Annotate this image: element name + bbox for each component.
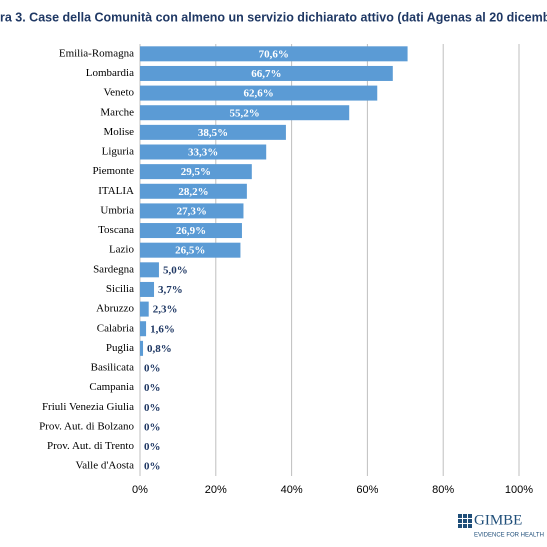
y-tick-label: Molise <box>103 126 134 138</box>
value-label: 0% <box>144 382 161 394</box>
value-label: 33,3% <box>188 147 218 159</box>
bar <box>140 65 393 81</box>
bar <box>140 124 286 140</box>
y-tick-label: Sicilia <box>106 283 134 295</box>
value-label: 62,6% <box>244 88 274 100</box>
bar <box>140 301 149 317</box>
logo-name: GIMBE <box>474 512 522 528</box>
value-label: 28,2% <box>178 186 208 198</box>
y-tick-label: Puglia <box>106 342 134 354</box>
value-label: 2,3% <box>153 304 178 316</box>
value-label: 0% <box>144 421 161 433</box>
x-tick-label: 20% <box>205 484 227 496</box>
y-tick-label: ITALIA <box>98 185 134 197</box>
chart-title: ra 3. Case della Comunità con almeno un … <box>0 10 547 24</box>
value-label: 29,5% <box>181 166 211 178</box>
y-tick-label: Toscana <box>98 224 134 236</box>
y-tick-label: Calabria <box>97 322 134 334</box>
bar <box>140 105 350 121</box>
x-tick-label: 40% <box>281 484 303 496</box>
value-label: 5,0% <box>163 264 188 276</box>
value-label: 27,3% <box>177 205 207 217</box>
y-tick-label: Valle d'Aosta <box>76 460 135 472</box>
value-label: 0,8% <box>147 343 172 355</box>
bar <box>140 340 144 356</box>
y-tick-label: Veneto <box>103 87 134 99</box>
y-tick-label: Basilicata <box>91 362 134 374</box>
y-tick-label: Prov. Aut. di Bolzano <box>39 420 134 432</box>
value-label: 38,5% <box>198 127 228 139</box>
bar <box>140 262 159 278</box>
bar <box>140 164 252 180</box>
value-label: 26,9% <box>176 225 206 237</box>
bar <box>140 46 408 62</box>
x-tick-label: 100% <box>505 484 533 496</box>
y-tick-label: Friuli Venezia Giulia <box>42 401 134 413</box>
value-label: 66,7% <box>251 68 281 80</box>
bar <box>140 183 247 199</box>
value-label: 0% <box>144 461 161 473</box>
y-tick-label: Marche <box>100 106 134 118</box>
x-tick-label: 80% <box>432 484 454 496</box>
y-tick-label: Umbria <box>100 204 134 216</box>
y-tick-label: Piemonte <box>92 165 134 177</box>
y-tick-label: Lombardia <box>86 67 134 79</box>
logo: GIMBE EVIDENCE FOR HEALTH <box>458 512 544 539</box>
value-label: 0% <box>144 402 161 414</box>
bar <box>140 85 378 101</box>
y-tick-label: Abruzzo <box>96 303 134 315</box>
value-label: 55,2% <box>229 107 259 119</box>
logo-icon <box>458 514 472 528</box>
value-label: 70,6% <box>259 48 289 60</box>
bar <box>140 242 241 258</box>
y-tick-label: Prov. Aut. di Trento <box>47 440 135 452</box>
logo-tagline: EVIDENCE FOR HEALTH <box>474 533 544 539</box>
value-label: 0% <box>144 441 161 453</box>
value-label: 1,6% <box>150 323 175 335</box>
bar <box>140 203 244 219</box>
value-label: 0% <box>144 363 161 375</box>
value-label: 26,5% <box>175 245 205 257</box>
y-tick-label: Lazio <box>109 244 135 256</box>
y-tick-label: Liguria <box>102 146 134 158</box>
bar <box>140 144 267 160</box>
bar <box>140 223 242 239</box>
x-tick-label: 60% <box>356 484 378 496</box>
y-tick-label: Sardegna <box>93 263 134 275</box>
y-tick-label: Emilia-Romagna <box>59 47 134 59</box>
bar <box>140 281 155 297</box>
y-tick-label: Campania <box>89 381 134 393</box>
bar <box>140 321 147 337</box>
x-tick-label: 0% <box>132 484 148 496</box>
value-label: 3,7% <box>158 284 183 296</box>
